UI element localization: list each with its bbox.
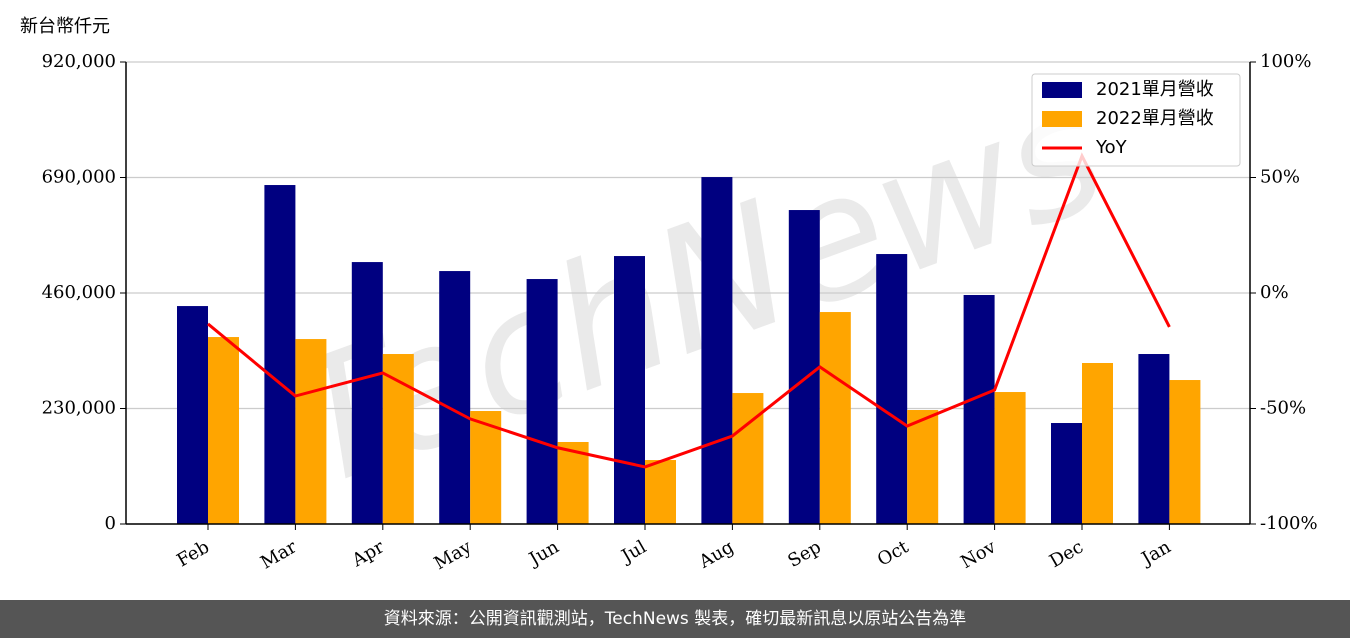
- x-tick-label: May: [431, 536, 476, 574]
- bar: [645, 460, 676, 524]
- y2-tick-label: 0%: [1260, 282, 1289, 303]
- x-tick-label: Oct: [874, 536, 913, 571]
- yoy-line: [207, 152, 1171, 469]
- bar: [876, 254, 908, 524]
- x-tick-label: Dec: [1046, 536, 1087, 572]
- bar: [1138, 354, 1170, 524]
- y-tick-label: 230,000: [42, 398, 116, 419]
- bar: [994, 392, 1026, 524]
- bar: [1082, 363, 1113, 524]
- bar: [788, 210, 820, 524]
- bar: [208, 337, 239, 524]
- y-tick-label: 690,000: [42, 167, 116, 188]
- bar: [1051, 423, 1082, 524]
- y-axis-label: 新台幣仟元: [20, 16, 110, 37]
- legend-swatch: [1042, 111, 1082, 127]
- bar: [819, 312, 851, 524]
- bar: [439, 271, 471, 524]
- bar: [614, 256, 645, 524]
- bar: [701, 177, 733, 525]
- legend-box: [1031, 73, 1241, 167]
- legend-label: YoY: [1095, 137, 1128, 158]
- x-tick-label: Aug: [695, 536, 738, 573]
- y-tick-label: 460,000: [42, 282, 116, 303]
- bar: [907, 410, 939, 524]
- x-tick-label: Jan: [1137, 536, 1175, 570]
- bar: [557, 441, 589, 524]
- source-note: 資料來源：公開資訊觀測站，TechNews 製表，確切最新訊息以原站公告為準: [384, 609, 966, 629]
- bar: [526, 279, 558, 524]
- legend-label: 2022單月營收: [1096, 108, 1214, 129]
- x-tick-label: Mar: [257, 536, 301, 573]
- bar: [963, 295, 995, 524]
- bar: [470, 411, 502, 524]
- y2-tick-label: 100%: [1260, 51, 1311, 72]
- bar: [177, 306, 208, 524]
- bar: [295, 339, 327, 524]
- footer: [0, 600, 1350, 638]
- x-tick-label: Jun: [524, 536, 563, 571]
- y2-tick-label: 50%: [1260, 167, 1300, 188]
- y-tick-label: 0: [105, 513, 116, 534]
- x-tick-label: Apr: [348, 536, 388, 571]
- bar: [1169, 380, 1201, 524]
- legend-swatch: [1042, 82, 1082, 98]
- x-tick-label: Feb: [173, 536, 213, 571]
- y2-tick-label: -100%: [1260, 513, 1318, 534]
- x-tick-label: Jul: [616, 536, 650, 568]
- legend-label: 2021單月營收: [1096, 79, 1214, 100]
- x-tick-label: Nov: [957, 536, 1000, 573]
- y2-tick-label: -50%: [1260, 398, 1306, 419]
- bar: [732, 393, 764, 524]
- y-tick-label: 920,000: [42, 51, 116, 72]
- bar: [351, 262, 383, 524]
- bar: [264, 185, 296, 525]
- x-tick-label: Sep: [784, 536, 824, 571]
